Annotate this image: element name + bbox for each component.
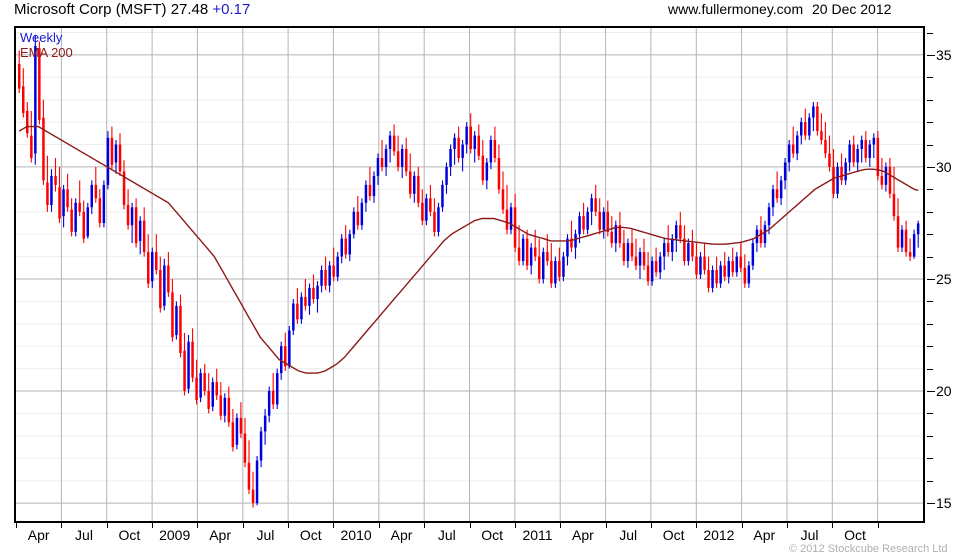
y-axis-tick — [927, 435, 933, 437]
copyright-notice: © 2012 Stockcube Research Ltd — [789, 543, 948, 555]
x-axis-label: Oct — [299, 527, 322, 543]
x-axis-tick — [741, 523, 743, 528]
y-axis-tick — [927, 211, 933, 213]
x-axis-tick — [650, 523, 652, 528]
y-axis-label: 15 — [936, 495, 952, 512]
y-axis-tick — [927, 189, 933, 191]
x-axis-tick — [832, 523, 834, 528]
x-axis-tick — [605, 523, 607, 528]
y-axis-tick — [927, 503, 935, 505]
x-axis-label: Jul — [619, 527, 638, 543]
y-axis-label: 25 — [936, 271, 952, 287]
x-axis-tick — [469, 523, 471, 528]
y-axis-tick — [927, 368, 933, 370]
x-axis-label: Apr — [209, 527, 231, 543]
chart-legend: Weekly EMA 200 — [20, 30, 73, 60]
y-axis-tick — [927, 480, 933, 482]
y-axis-tick — [927, 346, 933, 348]
x-axis-label: Apr — [390, 527, 413, 543]
x-axis-label: 2011 — [522, 527, 553, 543]
y-axis-tick — [927, 413, 933, 415]
x-axis-tick — [424, 523, 426, 528]
y-axis-tick — [927, 458, 933, 460]
as-of-date: 20 Dec 2012 — [812, 1, 892, 17]
x-axis-tick — [560, 523, 562, 528]
y-axis-tick — [927, 256, 933, 258]
x-axis-tick — [16, 523, 17, 528]
x-axis-label: Oct — [844, 527, 866, 543]
x-axis-tick — [696, 523, 698, 528]
y-axis-label: 30 — [936, 158, 952, 175]
legend-interval: Weekly — [20, 30, 63, 45]
y-axis-tick — [927, 77, 933, 79]
y-axis-tick — [927, 391, 935, 392]
x-axis-tick — [378, 523, 380, 528]
price-series-layer — [18, 34, 920, 508]
x-axis-label: Apr — [571, 527, 594, 543]
y-axis-tick — [927, 234, 933, 236]
x-axis-label: Jul — [75, 527, 93, 543]
x-axis-tick — [877, 523, 879, 528]
last-price: 27.48 — [170, 1, 209, 18]
x-axis-tick — [333, 523, 335, 528]
y-axis-label: 20 — [936, 383, 952, 399]
x-axis-label: 2012 — [703, 527, 735, 543]
y-axis-tick — [927, 166, 935, 168]
chart-header: Microsoft Corp (MSFT) 27.48 +0.17 www.fu… — [0, 0, 980, 22]
x-axis-tick — [514, 523, 516, 528]
x-axis-tick — [61, 523, 63, 528]
y-axis-tick — [927, 54, 935, 56]
x-axis-label: Oct — [481, 527, 504, 543]
x-axis-label: 2010 — [340, 527, 372, 543]
x-axis-tick — [242, 523, 244, 528]
x-axis-tick — [288, 523, 290, 528]
x-axis: Apr Jul Oct 2009 Apr Jul Oct 2010 Apr Jul Oct 2011 A… — [14, 523, 925, 553]
x-axis-tick — [106, 523, 108, 528]
x-axis-label: Apr — [27, 527, 50, 543]
y-axis: 15 20 25 30 35 — [927, 26, 980, 523]
x-axis-tick — [197, 523, 199, 528]
x-axis-label: Apr — [753, 527, 776, 543]
y-axis-tick — [927, 301, 933, 303]
source-website: www.fullermoney.com — [668, 1, 804, 17]
y-axis-tick — [927, 279, 935, 280]
y-axis-tick — [927, 32, 933, 34]
x-axis-label: Jul — [800, 527, 819, 543]
legend-ema-200: EMA 200 — [20, 45, 73, 60]
y-axis-tick — [927, 323, 933, 325]
y-axis-tick — [927, 144, 933, 146]
x-axis-label: 2009 — [159, 527, 191, 543]
price-change: +0.17 — [212, 1, 251, 18]
x-axis-tick — [787, 523, 788, 528]
x-axis-tick — [152, 523, 154, 528]
y-axis-tick — [927, 122, 933, 124]
chart-plot-area[interactable]: Weekly EMA 200 — [14, 26, 925, 523]
x-axis-label: Jul — [437, 527, 456, 543]
y-axis-tick — [927, 99, 933, 101]
x-axis-label: Jul — [256, 527, 275, 543]
x-axis-label: Oct — [118, 527, 141, 543]
y-axis-label: 35 — [936, 46, 952, 63]
instrument-name: Microsoft Corp (MSFT) — [14, 1, 167, 18]
grid-layer — [16, 28, 923, 521]
page-title: Microsoft Corp (MSFT) 27.48 +0.17 — [14, 1, 250, 18]
x-axis-label: Oct — [662, 527, 685, 543]
